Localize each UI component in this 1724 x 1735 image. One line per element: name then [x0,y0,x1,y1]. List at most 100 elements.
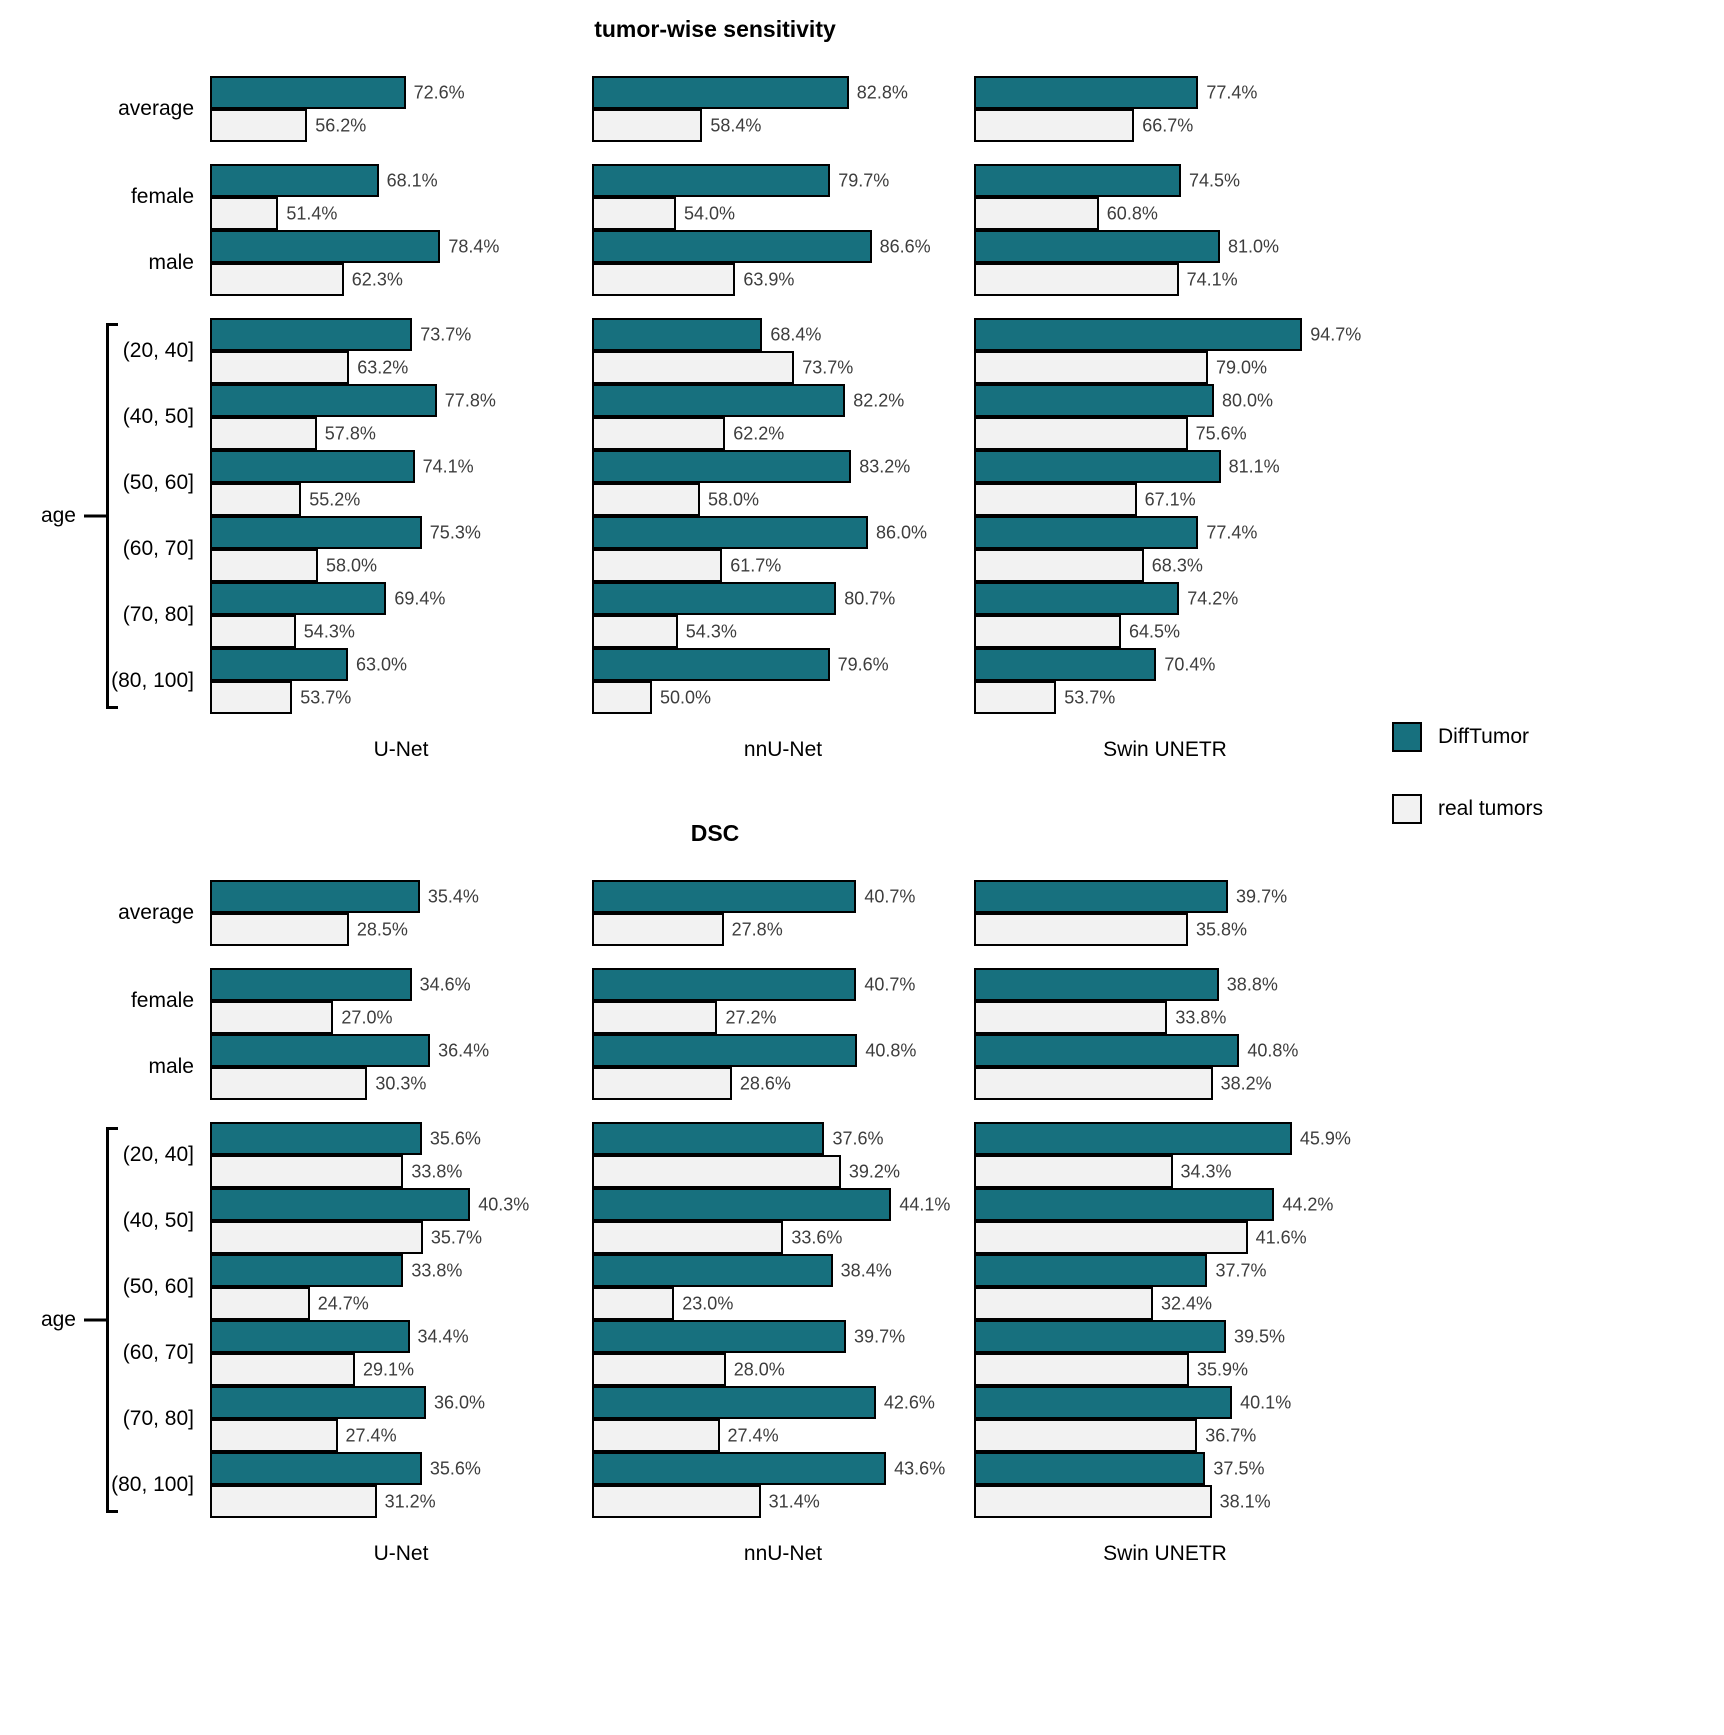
bar-difftumor: 43.6% [592,1452,945,1485]
bar-value-label: 23.0% [682,1293,734,1313]
bar-real-tumors: 28.6% [592,1067,791,1100]
bar-value-label: 39.7% [1236,886,1288,906]
category-row: male 78.4% 62.3% 86.6% 63.9% 81.0% 74.1% [0,230,1724,296]
group-bracket [106,323,118,709]
panel-u-net: 78.4% 62.3% [210,230,592,296]
bar-value-label: 58.0% [708,489,760,509]
bar-real-tumors: 38.1% [974,1485,1271,1518]
category-label-cell: (60, 70] [0,516,210,582]
bar-value-label: 36.4% [438,1040,490,1060]
bar-real-tumors: 27.8% [592,913,783,946]
bar-value-label: 40.8% [1247,1040,1299,1060]
bar-real-tumors: 28.5% [210,913,408,946]
category-group: average 35.4% 28.5% 40.7% 27.8% 39.7% 35.8% [0,880,1724,946]
bar-real-tumors: 41.6% [974,1221,1307,1254]
panel-nnu-net: 38.4% 23.0% [592,1254,974,1320]
panel-u-net: 35.6% 33.8% [210,1122,592,1188]
category-label: (20, 40] [122,339,194,362]
bar-difftumor: 37.5% [974,1452,1264,1485]
bar-value-label: 31.4% [768,1491,820,1511]
category-row: (70, 80] 36.0% 27.4% 42.6% 27.4% 40.1% 36.7% [0,1386,1724,1452]
bar-real-tumors: 62.3% [210,263,403,296]
bar-value-label: 29.1% [363,1359,415,1379]
category-row: female 34.6% 27.0% 40.7% 27.2% 38.8% 33.8% [0,968,1724,1034]
bar-value-label: 32.4% [1160,1293,1213,1313]
bar-difftumor: 40.7% [592,880,915,913]
panel-nnu-net: 86.0% 61.7% [592,516,974,582]
panel-nnu-net: 79.7% 54.0% [592,164,974,230]
category-label-cell: (40, 50] [0,384,210,450]
bar-value-label: 73.7% [802,357,854,377]
bar-value-label: 82.8% [856,82,908,102]
panel-u-net: 36.0% 27.4% [210,1386,592,1452]
category-label-cell: (70, 80] [0,582,210,648]
bar-value-label: 68.3% [1151,555,1203,575]
legend: DiffTumor real tumors [1392,722,1543,866]
panel-u-net: 72.6% 56.2% [210,76,592,142]
bar-difftumor: 38.4% [592,1254,892,1287]
bar-real-tumors: 34.3% [974,1155,1232,1188]
chart-body: average 35.4% 28.5% 40.7% 27.8% 39.7% 35.8% fem… [0,880,1724,1518]
panel-nnu-net: 79.6% 50.0% [592,648,974,714]
bar-difftumor: 69.4% [210,582,445,615]
bar-real-tumors: 51.4% [210,197,337,230]
category-label-cell: (20, 40] [0,318,210,384]
bar-value-label: 27.0% [341,1007,393,1027]
bar-value-label: 74.5% [1189,170,1241,190]
panel-swin-unetr: 81.1% 67.1% [974,450,1356,516]
category-label-cell: (60, 70] [0,1320,210,1386]
chart-dsc: DSC average 35.4% 28.5% 40.7% 27.8% 39.7% 35.8… [0,820,1724,1568]
panel-label: Swin UNETR [1103,738,1227,761]
bar-real-tumors: 29.1% [210,1353,414,1386]
panel-label: Swin UNETR [1103,1542,1227,1565]
panel-swin-unetr: 37.5% 38.1% [974,1452,1356,1518]
bar-value-label: 79.0% [1216,357,1268,377]
bar-difftumor: 78.4% [210,230,499,263]
category-group: age (20, 40] 35.6% 33.8% 37.6% 39.2% 45.9% 34.3… [0,1122,1724,1518]
bar-difftumor: 86.6% [592,230,931,263]
bar-value-label: 80.7% [844,588,896,608]
bar-real-tumors: 58.0% [592,483,759,516]
bar-real-tumors: 57.8% [210,417,376,450]
category-label-cell: (70, 80] [0,1386,210,1452]
panel-nnu-net: 40.7% 27.2% [592,968,974,1034]
category-row: (80, 100] 35.6% 31.2% 43.6% 31.4% 37.5% 38.1% [0,1452,1724,1518]
bar-value-label: 42.6% [883,1392,935,1412]
panel-nnu-net: 40.8% 28.6% [592,1034,974,1100]
bar-value-label: 63.0% [356,654,408,674]
bar-value-label: 38.4% [840,1260,892,1280]
bar-value-label: 74.1% [1186,269,1238,289]
bar-value-label: 33.8% [411,1260,463,1280]
bar-real-tumors: 54.3% [210,615,355,648]
bar-value-label: 77.8% [444,390,496,410]
bar-difftumor: 38.8% [974,968,1278,1001]
bar-value-label: 28.0% [733,1359,785,1379]
bar-difftumor: 39.7% [974,880,1287,913]
bar-real-tumors: 36.7% [974,1419,1256,1452]
bar-difftumor: 75.3% [210,516,481,549]
bar-difftumor: 68.1% [210,164,438,197]
panel-u-net: 35.6% 31.2% [210,1452,592,1518]
bar-difftumor: 40.7% [592,968,915,1001]
legend-label: DiffTumor [1438,725,1530,748]
category-row: (20, 40] 35.6% 33.8% 37.6% 39.2% 45.9% 34.3% [0,1122,1724,1188]
category-label: (70, 80] [122,1407,194,1430]
panel-swin-unetr: 44.2% 41.6% [974,1188,1356,1254]
bar-value-label: 50.0% [660,687,712,707]
bar-difftumor: 35.4% [210,880,479,913]
bar-difftumor: 37.6% [592,1122,884,1155]
bar-real-tumors: 33.6% [592,1221,842,1254]
category-label: female [130,989,194,1012]
group-bracket [106,1127,118,1513]
bar-real-tumors: 28.0% [592,1353,785,1386]
bar-real-tumors: 35.7% [210,1221,482,1254]
category-row: (60, 70] 75.3% 58.0% 86.0% 61.7% 77.4% 68.3% [0,516,1724,582]
bar-value-label: 86.0% [876,522,928,542]
bar-real-tumors: 53.7% [210,681,351,714]
bar-real-tumors: 63.2% [210,351,408,384]
bar-difftumor: 74.5% [974,164,1240,197]
category-label-cell: male [0,1034,210,1100]
bar-value-label: 31.2% [384,1491,436,1511]
bar-difftumor: 74.2% [974,582,1238,615]
